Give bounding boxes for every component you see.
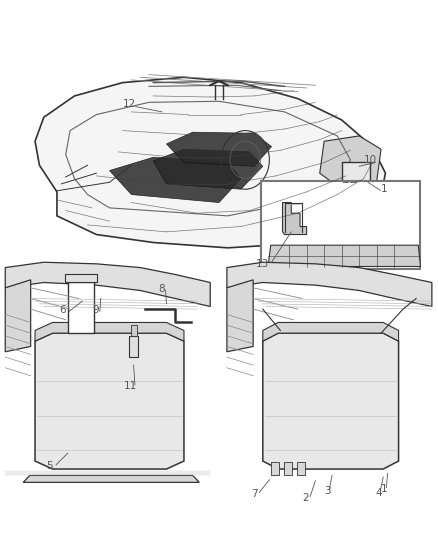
Text: 8: 8 — [158, 284, 165, 294]
Text: 12: 12 — [123, 99, 136, 109]
Polygon shape — [166, 132, 272, 166]
Bar — [284, 462, 292, 475]
Polygon shape — [283, 203, 307, 235]
Polygon shape — [35, 333, 184, 469]
Text: 5: 5 — [46, 462, 53, 471]
FancyBboxPatch shape — [342, 162, 370, 193]
Polygon shape — [5, 280, 31, 352]
Polygon shape — [227, 262, 432, 306]
Polygon shape — [153, 149, 263, 189]
Text: 13: 13 — [256, 259, 269, 269]
Bar — [261, 181, 420, 269]
Polygon shape — [110, 157, 241, 203]
Text: 4: 4 — [375, 488, 382, 498]
Polygon shape — [35, 77, 385, 248]
Polygon shape — [68, 282, 94, 333]
Text: 1: 1 — [381, 484, 388, 494]
Text: 2: 2 — [302, 494, 309, 503]
Polygon shape — [5, 262, 210, 306]
Polygon shape — [263, 322, 399, 341]
Text: 10: 10 — [364, 155, 377, 165]
Polygon shape — [227, 280, 253, 352]
Polygon shape — [263, 333, 399, 469]
Text: 6: 6 — [59, 305, 66, 315]
Polygon shape — [65, 274, 97, 282]
Text: 7: 7 — [251, 489, 258, 499]
Text: 1: 1 — [381, 184, 388, 194]
Polygon shape — [129, 336, 138, 357]
Polygon shape — [23, 475, 199, 482]
Text: 3: 3 — [324, 487, 331, 496]
Text: 9: 9 — [92, 305, 99, 315]
Polygon shape — [131, 325, 137, 336]
Polygon shape — [35, 322, 184, 341]
Text: 11: 11 — [124, 382, 137, 391]
Bar — [297, 462, 305, 475]
Polygon shape — [320, 136, 381, 189]
Polygon shape — [268, 245, 420, 266]
Bar — [271, 462, 279, 475]
